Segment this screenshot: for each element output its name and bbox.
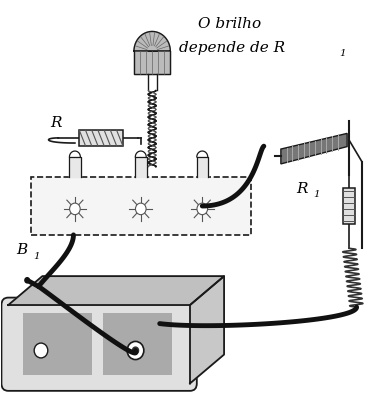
Circle shape — [132, 347, 139, 355]
Text: 1: 1 — [313, 190, 320, 199]
Polygon shape — [281, 134, 347, 164]
Text: 1: 1 — [340, 49, 346, 58]
Text: depende de R: depende de R — [179, 41, 285, 55]
Circle shape — [136, 204, 146, 215]
Polygon shape — [134, 32, 170, 52]
Bar — [103, 313, 172, 375]
Circle shape — [70, 204, 80, 215]
Bar — [343, 189, 355, 224]
Bar — [79, 131, 123, 146]
Circle shape — [24, 277, 30, 284]
Polygon shape — [69, 158, 81, 178]
FancyBboxPatch shape — [2, 298, 197, 391]
Polygon shape — [196, 158, 208, 178]
Bar — [31, 178, 250, 235]
Polygon shape — [8, 276, 224, 305]
Polygon shape — [135, 158, 147, 178]
Circle shape — [34, 343, 48, 358]
Text: 1: 1 — [33, 251, 40, 260]
Text: R: R — [50, 115, 62, 129]
Circle shape — [197, 204, 207, 215]
Text: O brilho: O brilho — [198, 17, 261, 31]
Polygon shape — [190, 276, 224, 384]
Text: B: B — [16, 243, 27, 257]
Bar — [23, 313, 92, 375]
Polygon shape — [134, 52, 170, 75]
Circle shape — [127, 342, 144, 360]
Text: R: R — [296, 181, 307, 195]
